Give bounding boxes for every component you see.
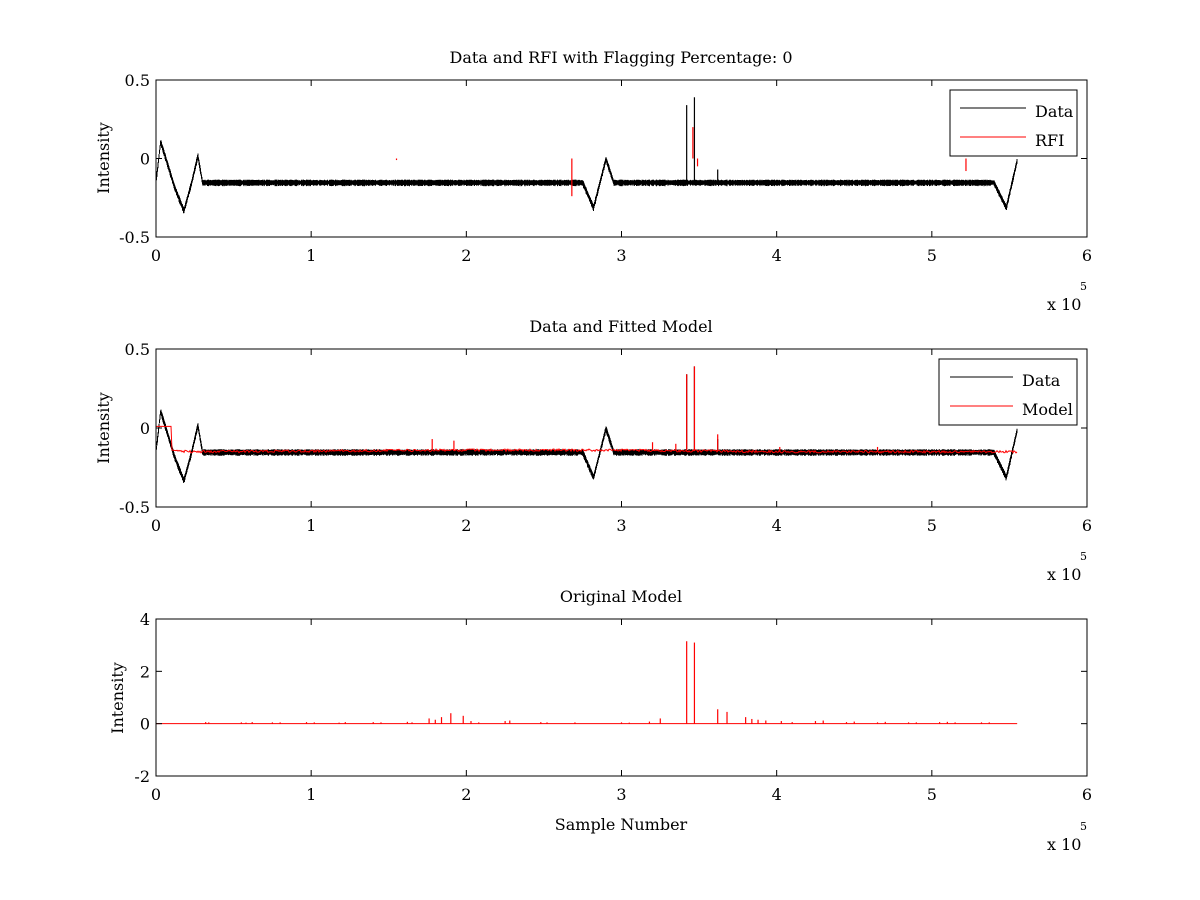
subplot-3-x-exponent: x 10: [1047, 835, 1081, 854]
legend-label-data: Data: [1035, 102, 1074, 121]
subplot-3-title: Original Model: [560, 587, 682, 606]
subplot-3-series: [156, 641, 1018, 725]
y-tick-label: 2: [140, 662, 150, 681]
x-tick-label: 3: [616, 785, 626, 804]
subplot-3-ylabel: Intensity: [108, 662, 127, 734]
subplot-1-ticks: 0 1 2 3 4 5 6-0.500.5: [119, 71, 1092, 265]
legend-box: [949, 89, 1078, 157]
subplot-2-ticks: 0 1 2 3 4 5 6-0.500.5: [119, 340, 1092, 535]
y-tick-label: 0.5: [125, 71, 150, 90]
y-tick-label: -2: [134, 767, 150, 786]
x-tick-label: 4: [772, 246, 782, 265]
subplot-2-title: Data and Fitted Model: [529, 317, 712, 336]
y-tick-label: 0: [140, 150, 150, 169]
x-tick-label: 1: [306, 785, 316, 804]
x-tick-label: 2: [461, 516, 471, 535]
x-tick-label: 1: [306, 246, 316, 265]
y-tick-label: 0: [140, 419, 150, 438]
x-tick-label: 5: [927, 516, 937, 535]
subplot-1-title: Data and RFI with Flagging Percentage: 0: [449, 48, 792, 67]
x-tick-label: 3: [616, 516, 626, 535]
x-tick-label: 2: [461, 785, 471, 804]
y-tick-label: 0.5: [125, 340, 150, 359]
x-tick-label: 2: [461, 246, 471, 265]
x-tick-label: 0: [151, 246, 161, 265]
x-tick-label: 6: [1082, 516, 1092, 535]
legend-box: [938, 358, 1078, 426]
y-tick-label: 0: [140, 715, 150, 734]
x-tick-label: 3: [616, 246, 626, 265]
x-tick-label: 4: [772, 785, 782, 804]
legend-label-data: Data: [1022, 371, 1061, 390]
subplot-1-x-exponent: x 10: [1047, 295, 1081, 314]
subplot-1-ylabel: Intensity: [94, 122, 113, 194]
subplot-2-legend: Data Model: [938, 358, 1078, 426]
y-tick-label: 4: [140, 610, 150, 629]
subplot-2-x-exponent-power: 5: [1080, 550, 1087, 563]
x-tick-label: 0: [151, 785, 161, 804]
legend-label-model: Model: [1022, 400, 1073, 419]
x-tick-label: 6: [1082, 785, 1092, 804]
subplot-3-x-exponent-power: 5: [1080, 820, 1087, 833]
x-tick-label: 1: [306, 516, 316, 535]
x-tick-label: 5: [927, 785, 937, 804]
y-tick-label: -0.5: [119, 498, 150, 517]
legend-label-rfi: RFI: [1035, 131, 1064, 150]
x-tick-label: 4: [772, 516, 782, 535]
subplot-data-model: Data and Fitted Model Intensity 0 1 2 3 4 5 6 -…: [94, 317, 1092, 584]
subplot-1-x-exponent-power: 5: [1080, 280, 1087, 293]
x-tick-label: 0: [151, 516, 161, 535]
subplot-2-ylabel: Intensity: [94, 392, 113, 464]
subplot-original-model: Original Model Intensity Sample Number 0…: [108, 587, 1092, 854]
subplot-data-rfi: Data and RFI with Flagging Percentage: 0…: [94, 48, 1092, 314]
y-tick-label: -0.5: [119, 228, 150, 247]
subplot-2-x-exponent: x 10: [1047, 565, 1081, 584]
x-tick-label: 5: [927, 246, 937, 265]
series-model-line: [156, 425, 1018, 454]
subplot-3-xlabel: Sample Number: [555, 815, 688, 834]
subplot-1-legend: Data RFI: [949, 89, 1078, 157]
x-tick-label: 6: [1082, 246, 1092, 265]
